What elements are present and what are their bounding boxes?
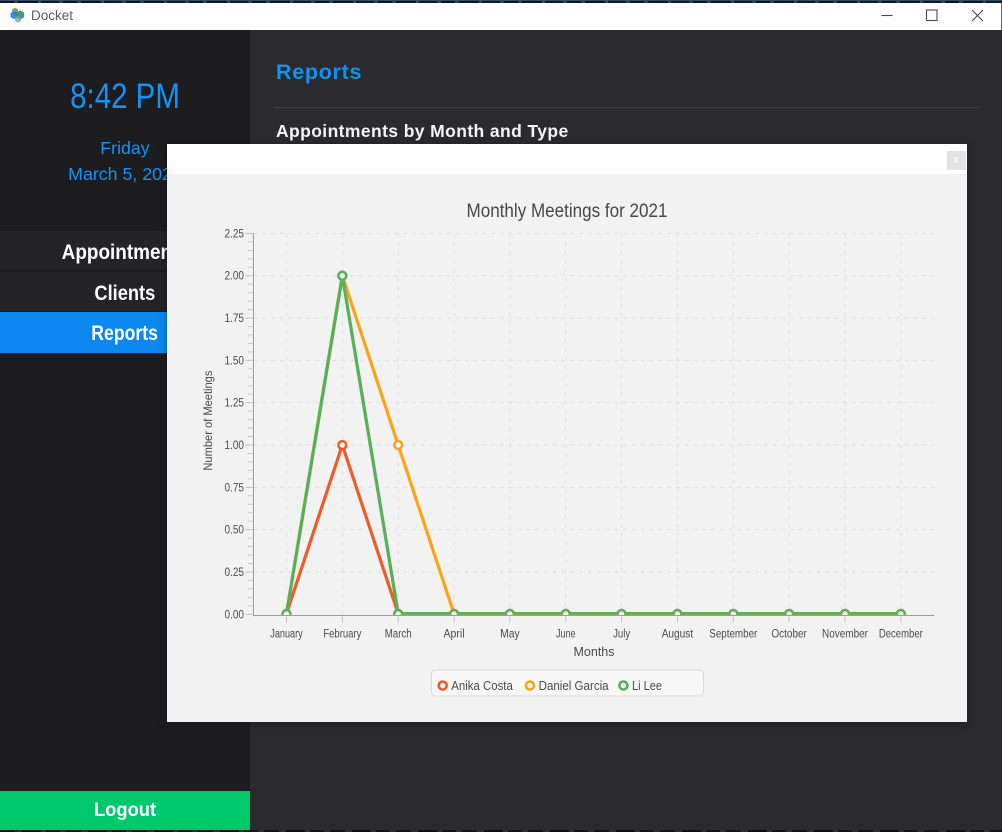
svg-text:January: January [270, 628, 303, 640]
svg-text:0.25: 0.25 [224, 567, 244, 579]
svg-text:Daniel Garcia: Daniel Garcia [538, 679, 608, 693]
svg-text:December: December [878, 628, 922, 640]
svg-text:May: May [500, 628, 520, 640]
svg-text:Number of Meetings: Number of Meetings [201, 371, 215, 471]
svg-text:2.25: 2.25 [224, 228, 244, 240]
svg-text:2.00: 2.00 [224, 271, 244, 283]
svg-text:November: November [822, 628, 868, 640]
svg-text:0.75: 0.75 [224, 482, 244, 494]
svg-text:March: March [384, 628, 411, 640]
svg-text:Anika Costa: Anika Costa [451, 679, 513, 693]
svg-text:July: July [613, 628, 630, 640]
svg-text:Monthly Meetings for 2021: Monthly Meetings for 2021 [466, 201, 667, 222]
svg-text:Months: Months [573, 645, 614, 659]
svg-text:September: September [709, 628, 757, 640]
svg-text:1.00: 1.00 [224, 440, 244, 452]
svg-text:1.25: 1.25 [224, 398, 244, 410]
svg-text:0.00: 0.00 [224, 609, 244, 621]
svg-text:February: February [323, 628, 361, 640]
svg-text:Li Lee: Li Lee [632, 679, 662, 693]
svg-text:April: April [443, 628, 464, 640]
svg-text:August: August [661, 628, 693, 640]
svg-text:1.75: 1.75 [224, 313, 244, 325]
svg-text:1.50: 1.50 [224, 355, 244, 367]
svg-text:0.50: 0.50 [224, 525, 244, 537]
svg-text:October: October [771, 628, 807, 640]
svg-text:June: June [556, 628, 576, 640]
